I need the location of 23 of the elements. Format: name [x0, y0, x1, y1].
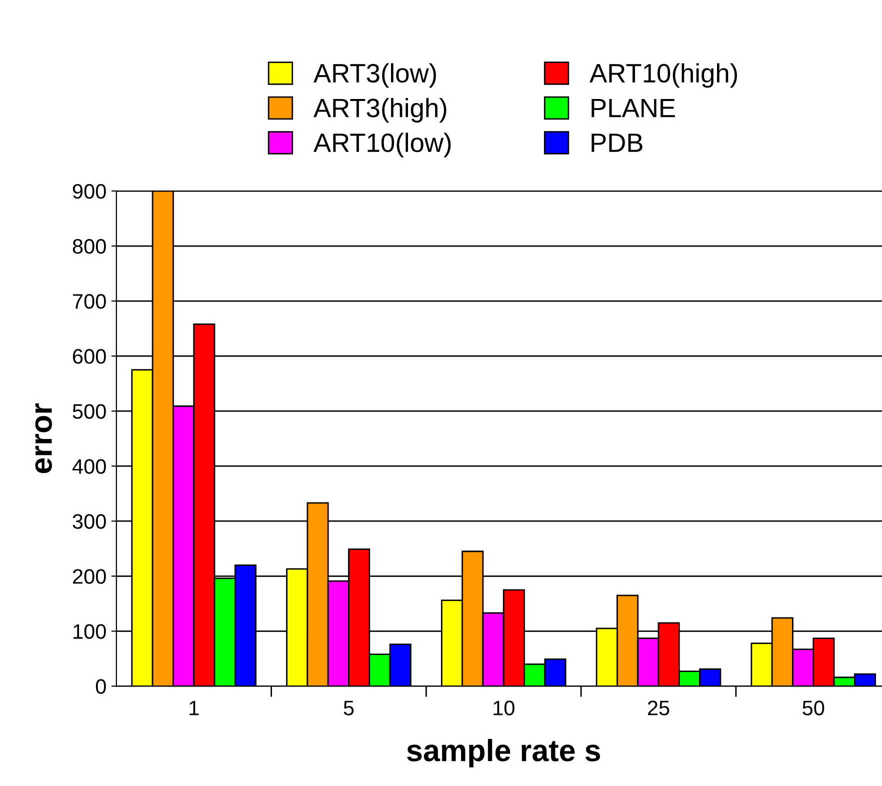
legend-label: ART3(high) [314, 98, 446, 123]
y-axis-title: error [35, 403, 52, 474]
y-tick-label: 600 [73, 349, 106, 364]
x-tick-label: 10 [494, 700, 514, 716]
y-tick-label: 100 [74, 624, 106, 639]
legend-label: PDB [592, 134, 642, 152]
x-axis-title: sample rate s [407, 738, 600, 768]
x-tick-label: 5 [344, 700, 354, 716]
x-tick-label: 1 [190, 700, 199, 716]
x-tick-label: 50 [802, 700, 824, 716]
legend-label: PLANE [592, 98, 675, 118]
y-tick-label: 700 [73, 294, 106, 309]
legend-label: ART10(high) [590, 63, 738, 88]
legend-label: ART10(low) [314, 132, 451, 158]
y-tick-label: 300 [72, 514, 106, 529]
y-tick-label: 400 [72, 459, 106, 474]
x-tick-label: 25 [648, 700, 670, 716]
y-tick-label: 900 [72, 184, 106, 199]
y-tick-label: 0 [96, 679, 106, 694]
y-tick-label: 800 [72, 239, 106, 254]
legend-label: ART3(low) [314, 63, 436, 88]
y-tick-label: 200 [72, 569, 106, 584]
y-tick-label: 500 [72, 404, 106, 419]
